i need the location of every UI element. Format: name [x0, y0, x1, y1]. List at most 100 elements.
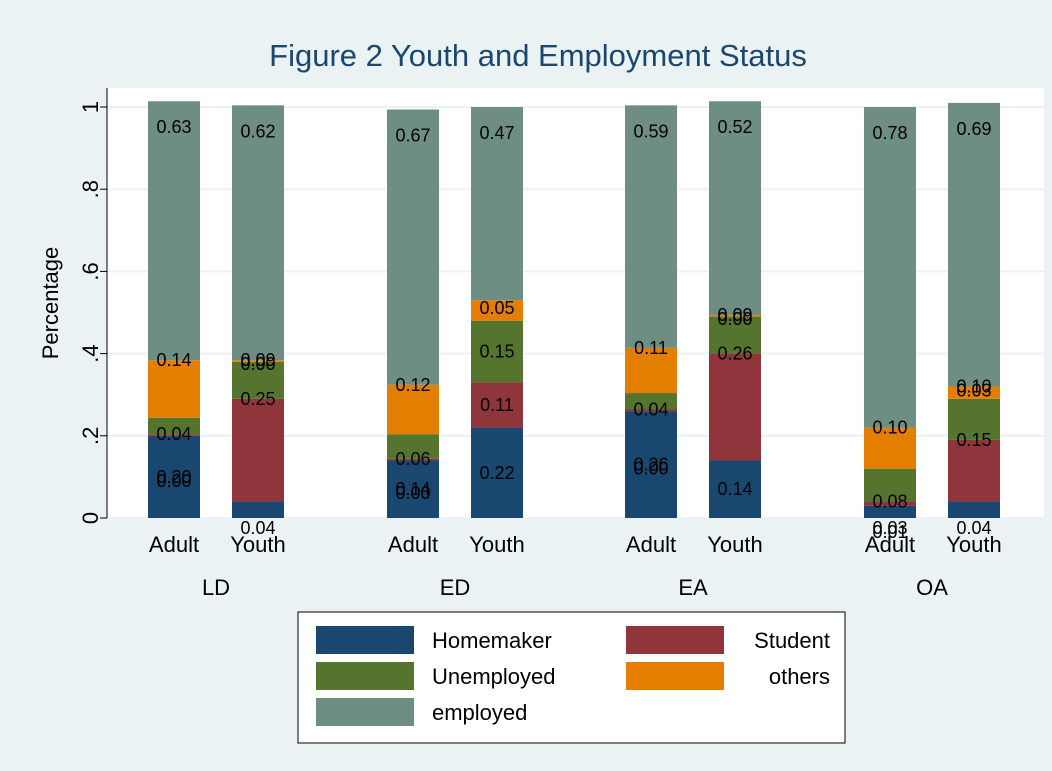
data-label-oa-youth-2-1: 0.03 [956, 380, 991, 400]
data-label-oa-adult-1-0: 0.08 [872, 492, 907, 512]
data-label-oa-adult-2-0: 0.10 [872, 418, 907, 438]
y-tick-label-2: .4 [78, 344, 103, 362]
x-tick-label-oa-youth: Youth [946, 532, 1001, 557]
data-label-ea-adult-0-0: 0.26 [633, 455, 668, 475]
data-labels: 0.200.000.040.140.630.040.250.090.000.62… [156, 117, 991, 542]
legend-label-unemployed: Unemployed [432, 664, 556, 689]
data-label-ld-adult-1-0: 0.04 [156, 424, 191, 444]
bar-ea-adult-others [625, 347, 677, 394]
legend: Homemaker Student Unemployed others employed [297, 611, 846, 744]
data-label-oa-adult-0-0: 0.03 [872, 518, 907, 538]
data-label-oa-youth-2-0: 0.10 [956, 376, 991, 396]
data-label-ea-adult-0-1: 0.00 [633, 459, 668, 479]
data-label-ea-adult-2-0: 0.11 [634, 338, 668, 358]
data-label-ld-youth-1-0: 0.25 [240, 389, 275, 409]
y-axis-ticks: 0 .2 .4 .6 .8 1 [78, 101, 107, 524]
legend-label-homemaker: Homemaker [432, 628, 552, 653]
bar-ld-adult-homemaker [148, 435, 200, 518]
group-label-ed: ED [440, 575, 471, 600]
bar-ld-adult-others [148, 360, 200, 418]
bar-ld-youth-employed [232, 105, 284, 361]
bar-ea-adult-homemaker [625, 411, 677, 518]
x-tick-label-ea-youth: Youth [707, 532, 762, 557]
bar-ld-youth-student [232, 398, 284, 502]
bar-ld-adult-employed [148, 101, 200, 361]
bar-ea-youth-student [709, 353, 761, 461]
bar-ea-adult-unemployed [625, 393, 677, 410]
x-tick-label-ed-adult: Adult [388, 532, 438, 557]
y-axis-label: Percentage [38, 247, 63, 360]
data-label-ed-adult-2-0: 0.12 [395, 375, 430, 395]
bar-oa-adult-unemployed [864, 468, 916, 502]
bar-ed-youth-others [471, 300, 523, 321]
bar-ed-adult-employed [387, 109, 439, 385]
y-tick-label-5: 1 [78, 101, 103, 113]
data-label-ea-youth-0-0: 0.14 [717, 479, 752, 499]
bar-ld-youth-homemaker [232, 501, 284, 518]
bar-ed-youth-student [471, 382, 523, 428]
data-label-ld-adult-0-1: 0.00 [156, 471, 191, 491]
bar-ed-adult-others [387, 384, 439, 435]
bar-ld-adult-student [148, 434, 200, 436]
data-label-ea-youth-2-1: 0.00 [717, 309, 752, 329]
y-tick-label-3: .6 [78, 262, 103, 280]
data-label-oa-youth-3-0: 0.69 [956, 119, 991, 139]
bar-ed-youth-homemaker [471, 427, 523, 518]
bar-oa-adult-student [864, 501, 916, 506]
bar-ed-youth-unemployed [471, 320, 523, 383]
data-label-ld-youth-3-0: 0.62 [240, 121, 275, 141]
group-label-ea: EA [678, 575, 708, 600]
x-tick-label-ld-adult: Adult [149, 532, 199, 557]
data-label-ed-youth-2-0: 0.15 [479, 342, 514, 362]
y-tick-label-1: .2 [78, 427, 103, 445]
bar-oa-youth-homemaker [948, 501, 1000, 518]
bar-ld-adult-unemployed [148, 417, 200, 435]
data-label-ea-youth-2-0: 0.09 [717, 305, 752, 325]
data-label-ed-adult-3-0: 0.67 [395, 125, 430, 145]
chart-title: Figure 2 Youth and Employment Status [269, 38, 807, 73]
bar-oa-adult-employed [864, 107, 916, 428]
data-label-ea-adult-3-0: 0.59 [633, 121, 668, 141]
bar-ed-adult-unemployed [387, 434, 439, 459]
group-label-ld: LD [202, 575, 230, 600]
legend-label-others: others [769, 664, 830, 689]
data-label-ld-youth-2-0: 0.09 [240, 350, 275, 370]
bar-ea-adult-employed [625, 105, 677, 348]
bar-ea-youth-homemaker [709, 460, 761, 518]
bar-ed-youth-employed [471, 107, 523, 301]
data-label-ld-adult-2-0: 0.14 [156, 350, 191, 370]
bar-ea-youth-employed [709, 101, 761, 315]
data-label-oa-adult-3-0: 0.78 [872, 123, 907, 143]
bar-ed-adult-homemaker [387, 460, 439, 518]
x-tick-label-ea-adult: Adult [626, 532, 676, 557]
legend-swatch-others [626, 662, 724, 690]
data-label-oa-youth-0-0: 0.04 [956, 518, 991, 538]
bar-ea-youth-unemployed [709, 316, 761, 354]
group-label-oa: OA [916, 575, 948, 600]
data-label-ld-adult-0-0: 0.20 [156, 467, 191, 487]
data-label-ea-adult-1-0: 0.04 [633, 399, 668, 419]
bar-oa-youth-employed [948, 102, 1000, 387]
legend-label-student: Student [754, 628, 830, 653]
bar-ld-youth-others [232, 360, 284, 362]
bars [148, 101, 1000, 518]
y-tick-label-0: 0 [78, 512, 103, 524]
data-label-ld-youth-0-0: 0.04 [240, 518, 275, 538]
data-label-ed-youth-1-0: 0.11 [480, 395, 514, 415]
data-label-ed-adult-1-0: 0.06 [395, 449, 430, 469]
bar-oa-youth-others [948, 386, 1000, 399]
legend-swatch-unemployed [316, 662, 414, 690]
data-label-oa-adult-0-1: 0.01 [872, 522, 907, 542]
legend-swatch-employed [316, 698, 414, 726]
bar-ea-adult-student [625, 409, 677, 412]
data-label-ea-youth-1-0: 0.26 [717, 344, 752, 364]
data-label-ed-youth-0-0: 0.22 [479, 463, 514, 483]
bar-oa-youth-unemployed [948, 398, 1000, 440]
y-tick-label-4: .8 [78, 180, 103, 198]
data-label-ed-adult-0-0: 0.14 [395, 479, 430, 499]
bar-ld-youth-unemployed [232, 361, 284, 399]
x-tick-label-oa-adult: Adult [865, 532, 915, 557]
data-label-ld-adult-3-0: 0.63 [156, 117, 191, 137]
legend-swatch-homemaker [316, 626, 414, 654]
